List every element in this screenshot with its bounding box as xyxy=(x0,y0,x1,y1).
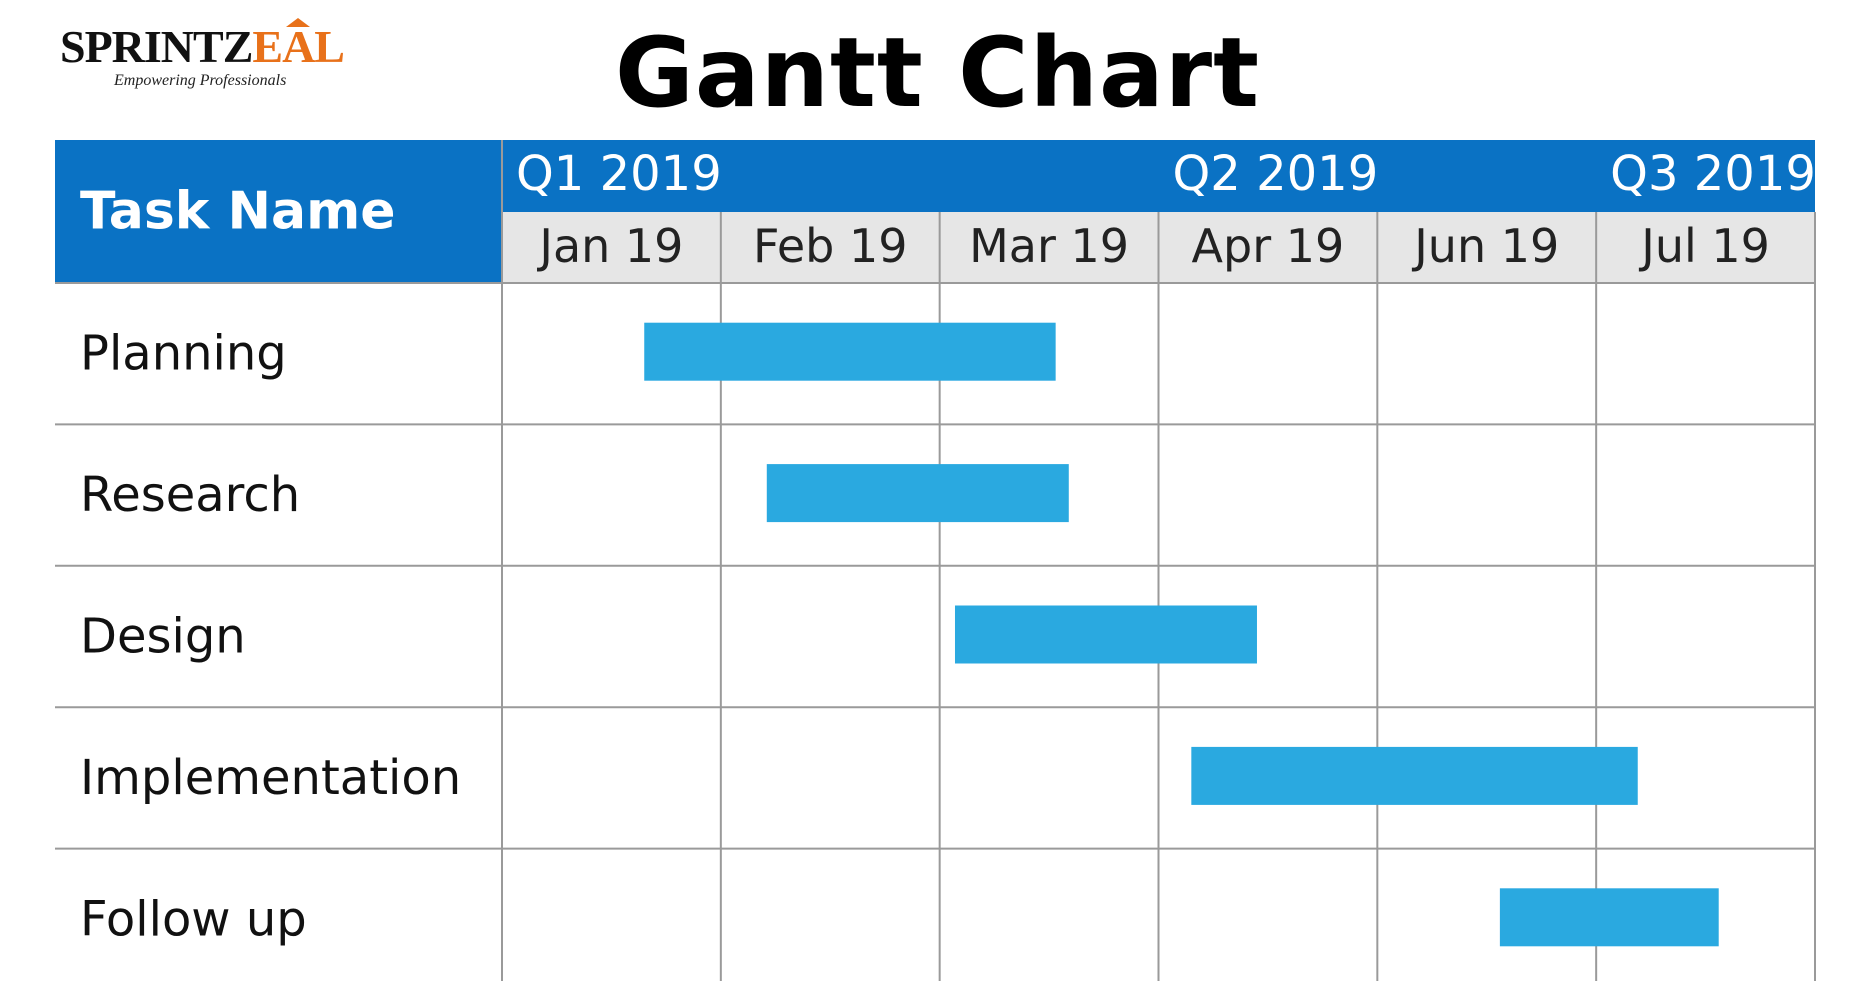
task-bar xyxy=(1191,746,1638,805)
task-label: Planning xyxy=(80,326,287,382)
month-label: Jun 19 xyxy=(1411,219,1559,273)
task-bar xyxy=(644,322,1056,381)
task-name-header: Task Name xyxy=(80,182,396,242)
month-label: Apr 19 xyxy=(1192,219,1345,273)
brand-wordmark: SPRINTZEAL xyxy=(60,21,345,72)
task-bar xyxy=(1499,888,1719,947)
month-label: Jan 19 xyxy=(536,219,683,273)
quarter-label: Q2 2019 xyxy=(1173,146,1379,202)
task-label: Follow up xyxy=(80,891,307,947)
task-bar xyxy=(954,605,1257,664)
brand-tagline: Empowering Professionals xyxy=(114,72,287,89)
task-label: Research xyxy=(80,467,300,523)
quarter-label: Q3 2019 xyxy=(1610,146,1816,202)
month-label: Jul 19 xyxy=(1638,219,1770,273)
brand-logo: SPRINTZEAL Empowering Professionals xyxy=(60,18,345,96)
month-label: Feb 19 xyxy=(753,219,908,273)
graduation-cap-icon xyxy=(286,18,310,27)
task-label: Implementation xyxy=(80,750,461,806)
month-label: Mar 19 xyxy=(969,219,1129,273)
quarter-label: Q1 2019 xyxy=(516,146,722,202)
task-bar xyxy=(766,464,1069,523)
task-label: Design xyxy=(80,609,246,665)
chart-title: Gantt Chart xyxy=(615,17,1260,129)
